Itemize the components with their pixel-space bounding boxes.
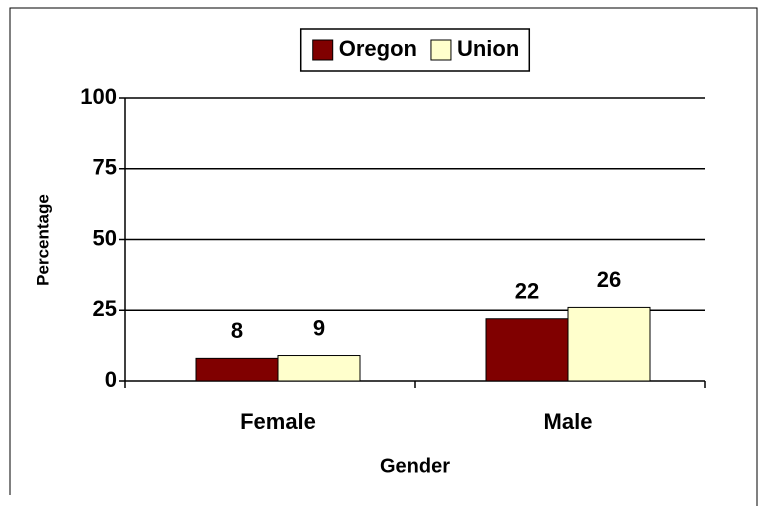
legend-label: Oregon [339, 36, 417, 61]
data-label: 26 [597, 267, 621, 292]
bar [567, 306, 651, 382]
bar [485, 318, 569, 382]
y-axis-label: Percentage [33, 194, 52, 286]
bar [195, 357, 279, 382]
y-tick-label: 75 [93, 155, 117, 180]
y-tick-label: 100 [80, 84, 117, 109]
legend-swatch [430, 39, 452, 61]
data-label: 9 [313, 315, 325, 340]
bar [277, 355, 361, 382]
x-tick-label: Female [240, 409, 316, 434]
legend-swatch [312, 39, 334, 61]
data-label: 8 [231, 318, 243, 343]
x-tick-label: Male [544, 409, 593, 434]
data-label: 22 [515, 279, 539, 304]
y-tick-label: 50 [93, 225, 117, 250]
legend-label: Union [457, 36, 519, 61]
frame [9, 7, 758, 506]
y-tick-label: 0 [105, 367, 117, 392]
legend-box [299, 28, 531, 72]
y-tick-label: 25 [93, 296, 117, 321]
x-axis-label: Gender [380, 455, 450, 477]
